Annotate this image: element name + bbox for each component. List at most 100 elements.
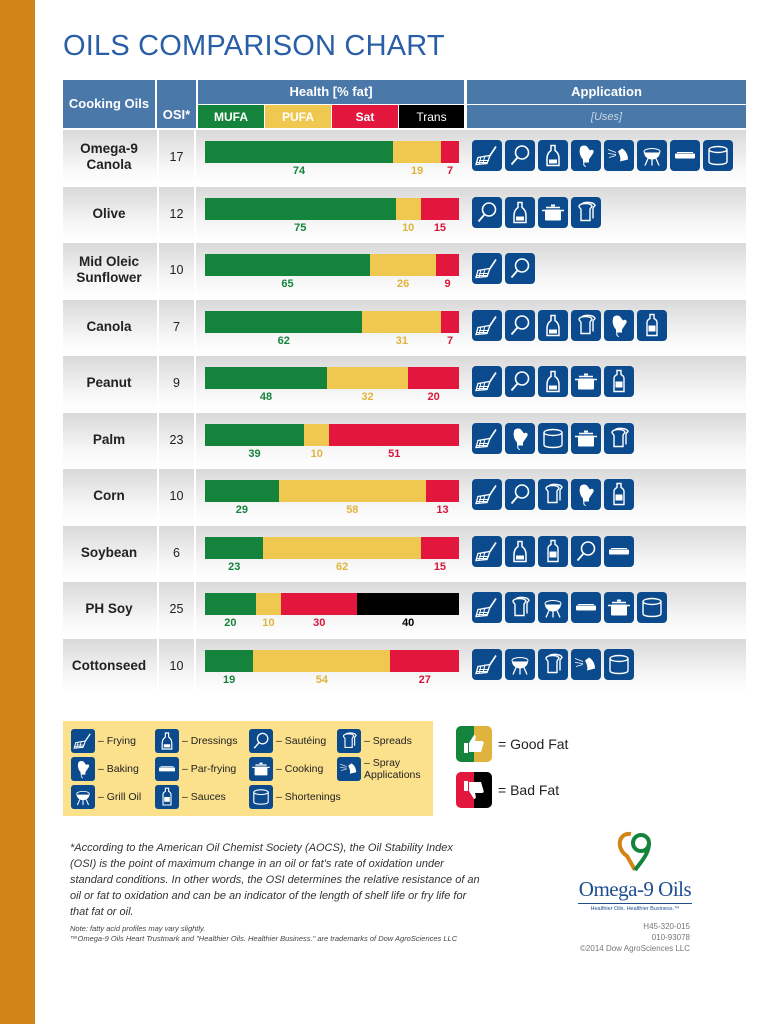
bar-segment-mufa [205, 367, 327, 389]
data-label-pufa: 32 [361, 391, 374, 403]
osi-value: 10 [157, 638, 196, 693]
oil-name: Omega-9 Canola [80, 141, 138, 172]
oil-row: Omega-9 Canola 17 74 19 7 [63, 130, 746, 184]
note-trademark: ™Omega-9 Oils Heart Trustmark and "Healt… [70, 934, 458, 943]
oil-name: Canola [86, 318, 132, 334]
code-2: 010-93078 [651, 933, 690, 942]
fat-bar [205, 536, 459, 559]
frying-icon [472, 422, 502, 454]
osi-footnote: *According to the American Oil Chemist S… [70, 842, 480, 918]
legend-mufa: MUFA [198, 105, 264, 128]
copyright: ©2014 Dow AgroSciences LLC [580, 944, 690, 953]
data-label-mufa: 23 [228, 560, 241, 573]
osi-value: 7 [157, 299, 196, 354]
uses-icons [472, 648, 634, 680]
data-label-sat: 15 [433, 221, 447, 234]
bar-segment-pufa [304, 423, 330, 446]
legend-label: – Spreads [364, 735, 412, 747]
fat-bar [205, 310, 459, 333]
header-uses: [Uses] [467, 105, 746, 128]
grill-icon [538, 592, 568, 623]
bar-segment-pufa [392, 141, 442, 163]
data-label-mufa: 20 [224, 617, 237, 629]
uses-icons [472, 366, 634, 397]
data-label-sat: 13 [436, 504, 449, 516]
bar-segment-sat [420, 197, 459, 220]
side-strip [0, 0, 35, 1024]
shortenings-icon [604, 648, 634, 680]
cooking-icon [249, 757, 273, 781]
data-label-mufa: 19 [223, 673, 236, 686]
bar-segment-pufa [370, 254, 437, 276]
bar-segment-pufa [395, 197, 421, 220]
oil-row: Palm 23 39 10 51 [63, 412, 746, 467]
sauteing-icon [505, 366, 535, 397]
baking-icon [505, 422, 535, 454]
bad-fat-label: = Bad Fat [498, 782, 560, 798]
bar-segment-mufa [205, 141, 393, 163]
bar-segment-pufa [362, 310, 442, 333]
legend-sat: Sat [332, 105, 398, 128]
data-label-pufa: 62 [336, 560, 349, 573]
data-label-pufa: 31 [395, 334, 408, 347]
spreads-icon [571, 196, 601, 228]
uses-legend: – Frying – Dressings – Sautéing – Spreads – … [63, 721, 433, 816]
shortenings-icon [538, 422, 568, 454]
legend-label: – Spray Applications [364, 757, 421, 781]
spreads-icon [604, 422, 634, 454]
spray-icon [571, 648, 601, 680]
oil-row: PH Soy 25 20 10 30 40 [63, 582, 746, 636]
dressings-icon [505, 535, 535, 567]
data-label-sat: 7 [447, 334, 454, 347]
grill-icon [71, 785, 95, 809]
fat-bar [205, 141, 459, 163]
legend-label: – Dressings [182, 735, 238, 747]
fat-bar [205, 593, 459, 615]
sauteing-icon [505, 309, 535, 341]
baking-icon [71, 757, 95, 781]
grill-icon [637, 140, 667, 171]
fat-bar [205, 649, 459, 672]
oil-row: Cottonseed 10 19 54 27 [63, 638, 746, 693]
legend-item-sauces: – Sauces [155, 785, 226, 809]
shortenings-icon [249, 785, 273, 809]
data-label-pufa: 58 [346, 504, 359, 516]
oil-row: Corn 10 29 58 13 [63, 469, 746, 523]
baking-icon [571, 479, 601, 510]
data-label-mufa: 62 [277, 334, 290, 347]
uses-icons [472, 196, 601, 228]
uses-icons [472, 422, 634, 454]
thumbs-down-icon [456, 772, 492, 808]
cooking-icon [604, 592, 634, 623]
oil-row: Canola 7 62 31 7 [63, 299, 746, 354]
notes: Note: fatty acid profiles may vary sligh… [70, 924, 457, 944]
legend-item-spray: – Spray Applications [337, 757, 426, 781]
shortenings-icon [703, 140, 733, 171]
bar-segment-mufa [205, 423, 305, 446]
frying-icon [472, 648, 502, 680]
frying-icon [71, 729, 95, 753]
bar-segment-mufa [205, 593, 256, 615]
cooking-icon [571, 422, 601, 454]
legend-label: – Sautéing [276, 735, 327, 747]
legend-label: – Baking [98, 763, 139, 775]
data-label-mufa: 39 [248, 447, 261, 460]
oil-name: Olive [92, 205, 126, 221]
uses-icons [472, 140, 733, 171]
spreads-icon [337, 729, 361, 753]
par-frying-icon [571, 592, 601, 623]
bar-segment-sat [408, 367, 459, 389]
osi-value: 12 [157, 186, 196, 241]
oil-name: Mid Oleic Sunflower [76, 254, 142, 285]
data-label-mufa: 65 [281, 278, 294, 290]
sauces-icon [604, 366, 634, 397]
osi-value: 6 [157, 525, 196, 580]
note-fatty-acid: Note: fatty acid profiles may vary sligh… [70, 924, 206, 933]
bar-segment-sat [390, 649, 459, 672]
bar-segment-mufa [205, 480, 279, 502]
data-label-pufa: 19 [410, 165, 424, 177]
par-frying-icon [670, 140, 700, 171]
bad-fat-legend: = Bad Fat [456, 772, 559, 808]
legend-pufa: PUFA [265, 105, 331, 128]
data-label-mufa: 75 [294, 221, 307, 234]
